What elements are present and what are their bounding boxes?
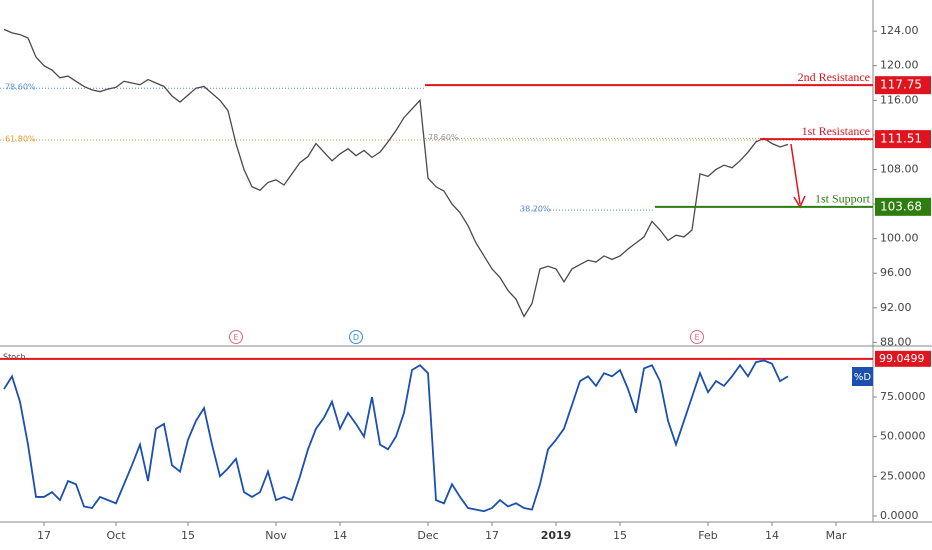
event-marker [349,330,363,344]
price-tag [875,130,931,149]
y-tick-label: 120.00 [880,59,919,72]
price-line [3,28,789,318]
x-tick-label: 15 [613,529,627,542]
event-label: D [353,333,359,342]
x-tick-label: Nov [265,529,287,542]
x-tick-label: Oct [106,529,126,542]
fib-label: 78.60% [428,133,459,142]
y-tick-label: 124.00 [880,24,919,37]
fib-label: 61.80% [5,135,36,144]
event-label: E [694,333,699,342]
fib-label: 38.20% [520,205,551,214]
level-label: 2nd Resistance [798,70,870,84]
y-tick-label: 92.00 [880,301,912,314]
x-tick-label: 17 [37,529,51,542]
x-tick-label: Feb [698,529,717,542]
fib-label: 78.60% [5,83,36,92]
value-tag [875,350,931,367]
price-tag-label: 117.75 [880,78,922,92]
y-tick-label: 88.00 [880,335,912,348]
level-label: 1st Support [815,192,871,206]
y-tick-label: 0.0000 [880,509,919,522]
y-tick-label: 116.00 [880,93,919,106]
x-tick-label: 14 [333,529,347,542]
price-tag-label: 111.51 [880,132,922,146]
price-tag-label: 103.68 [880,199,922,213]
x-tick-label: 14 [765,529,779,542]
event-marker [229,330,243,344]
price-tag [875,197,931,216]
x-tick-label: 2019 [541,529,572,542]
y-tick-label: 75.0000 [880,390,926,403]
level-label: 1st Resistance [802,124,870,138]
x-tick-label: Dec [417,529,438,542]
x-tick-label: 17 [485,529,499,542]
stoch-line [3,359,789,513]
x-tick-label: Mar [826,529,847,542]
y-tick-label: 50.0000 [880,430,926,443]
event-marker [690,330,704,344]
legend-label: %D [854,372,872,383]
legend-box [852,367,873,386]
y-tick-label: 100.00 [880,232,919,245]
price-tag [875,76,931,95]
event-label: E [233,333,238,342]
value-tag-label: 99.0499 [879,352,925,365]
indicator-title: Stoch [3,353,26,362]
x-tick-label: 15 [181,529,195,542]
y-tick-label: 108.00 [880,162,919,175]
y-tick-label: 25.0000 [880,469,926,482]
y-tick-label: 96.00 [880,266,912,279]
